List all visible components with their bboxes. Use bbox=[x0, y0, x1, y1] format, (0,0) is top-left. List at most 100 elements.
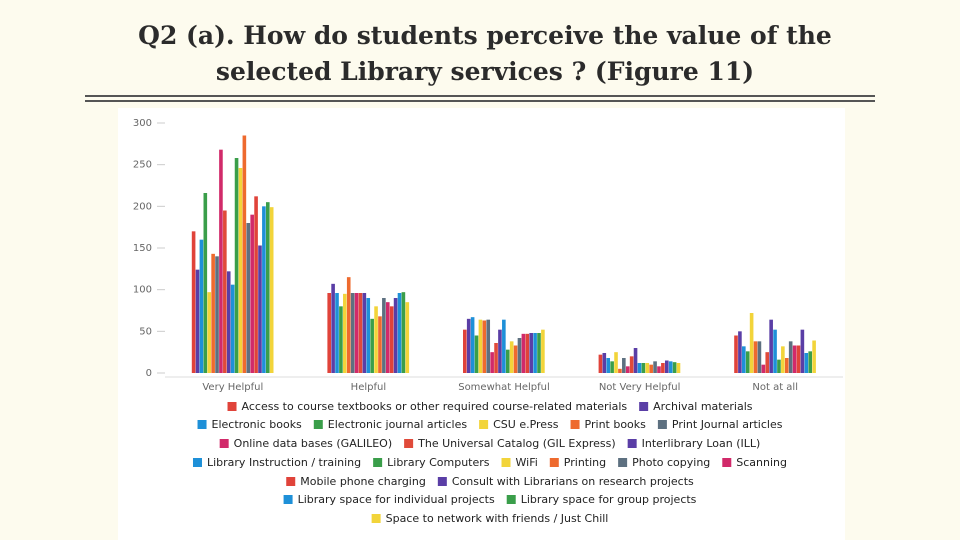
bar bbox=[541, 329, 545, 373]
bar bbox=[517, 338, 522, 373]
bar bbox=[466, 318, 471, 373]
bar bbox=[622, 358, 626, 373]
bar bbox=[633, 348, 638, 373]
bar bbox=[653, 361, 657, 373]
bar bbox=[374, 306, 378, 373]
bar bbox=[610, 361, 614, 373]
bar bbox=[602, 353, 607, 373]
bar bbox=[215, 256, 219, 373]
legend-label: Electronic journal articles bbox=[328, 418, 468, 431]
bar bbox=[265, 202, 270, 373]
legend-swatch bbox=[639, 402, 649, 411]
bar bbox=[529, 333, 533, 373]
bar bbox=[777, 359, 781, 373]
slide-title: selected Library services ? (Figure 11) bbox=[216, 57, 754, 86]
legend-label: CSU e.Press bbox=[493, 418, 559, 431]
legend-swatch bbox=[549, 458, 559, 467]
bar bbox=[393, 298, 398, 373]
legend-label: The Universal Catalog (GIL Express) bbox=[417, 437, 616, 450]
bar bbox=[397, 293, 402, 373]
legend-swatch bbox=[227, 402, 237, 411]
x-tick-label: Not at all bbox=[752, 382, 798, 393]
bar bbox=[672, 362, 677, 373]
bar bbox=[742, 346, 746, 373]
y-tick-label: 250 bbox=[133, 160, 152, 171]
legend-label: Library space for individual projects bbox=[298, 493, 495, 506]
bar bbox=[745, 351, 750, 373]
bar bbox=[262, 206, 266, 373]
legend-label: Scanning bbox=[736, 456, 787, 469]
bar bbox=[502, 319, 506, 373]
bar bbox=[385, 302, 390, 373]
bar bbox=[335, 293, 339, 373]
bar bbox=[219, 149, 223, 373]
bar bbox=[618, 368, 622, 373]
bar bbox=[405, 302, 410, 373]
bar bbox=[804, 353, 809, 373]
bar bbox=[478, 319, 483, 373]
legend-label: Space to network with friends / Just Chi… bbox=[386, 512, 609, 525]
bar bbox=[401, 292, 406, 373]
y-tick-label: 200 bbox=[133, 201, 152, 212]
bar bbox=[498, 329, 502, 373]
bar bbox=[734, 335, 738, 373]
bar bbox=[769, 319, 773, 373]
bar bbox=[242, 135, 247, 373]
legend-label: Online data bases (GALILEO) bbox=[234, 437, 392, 450]
bar bbox=[753, 341, 758, 373]
bar bbox=[238, 168, 243, 373]
bar bbox=[250, 214, 254, 373]
bar bbox=[513, 345, 518, 373]
bar bbox=[226, 271, 231, 373]
bar bbox=[358, 293, 363, 373]
bar bbox=[664, 360, 669, 373]
bar bbox=[606, 358, 611, 373]
legend-swatch bbox=[313, 420, 323, 429]
legend-swatch bbox=[373, 458, 383, 467]
bar bbox=[738, 331, 742, 373]
legend-swatch bbox=[219, 439, 229, 448]
y-tick-label: 50 bbox=[139, 326, 152, 337]
bar bbox=[521, 333, 526, 373]
bar bbox=[370, 318, 374, 373]
x-tick-label: Not Very Helpful bbox=[599, 382, 681, 393]
legend-swatch bbox=[479, 420, 489, 429]
legend-swatch bbox=[286, 477, 296, 486]
legend-label: Photo copying bbox=[632, 456, 710, 469]
legend-label: Print Journal articles bbox=[672, 418, 783, 431]
bar bbox=[505, 349, 510, 373]
bar bbox=[258, 245, 262, 373]
legend-swatch bbox=[657, 420, 667, 429]
legend-swatch bbox=[570, 420, 580, 429]
x-tick-label: Very Helpful bbox=[202, 382, 263, 393]
legend-swatch bbox=[283, 495, 293, 504]
bar bbox=[645, 363, 650, 373]
bar bbox=[191, 231, 196, 373]
bar bbox=[343, 293, 347, 373]
bar bbox=[254, 196, 258, 373]
legend-label: Printing bbox=[564, 456, 606, 469]
legend-label: Library Instruction / training bbox=[207, 456, 361, 469]
bar bbox=[331, 283, 335, 373]
bar bbox=[382, 298, 386, 373]
bar bbox=[625, 366, 630, 373]
bar bbox=[796, 345, 801, 373]
legend-swatch bbox=[506, 495, 516, 504]
y-tick-label: 300 bbox=[133, 118, 152, 129]
bar bbox=[199, 239, 204, 373]
bar bbox=[808, 351, 812, 373]
bar bbox=[203, 193, 208, 373]
legend-label: Electronic books bbox=[212, 418, 303, 431]
bar bbox=[350, 293, 355, 373]
bar bbox=[230, 284, 235, 373]
bar bbox=[490, 352, 494, 373]
x-tick-label: Helpful bbox=[351, 382, 386, 393]
bar bbox=[661, 363, 665, 373]
legend-label: Consult with Librarians on research proj… bbox=[452, 475, 694, 488]
bar bbox=[788, 341, 793, 373]
slide-title: Q2 (a). How do students perceive the val… bbox=[138, 21, 832, 50]
bar bbox=[537, 333, 541, 373]
bar bbox=[533, 333, 537, 373]
bar bbox=[637, 363, 642, 373]
bar bbox=[668, 361, 673, 373]
